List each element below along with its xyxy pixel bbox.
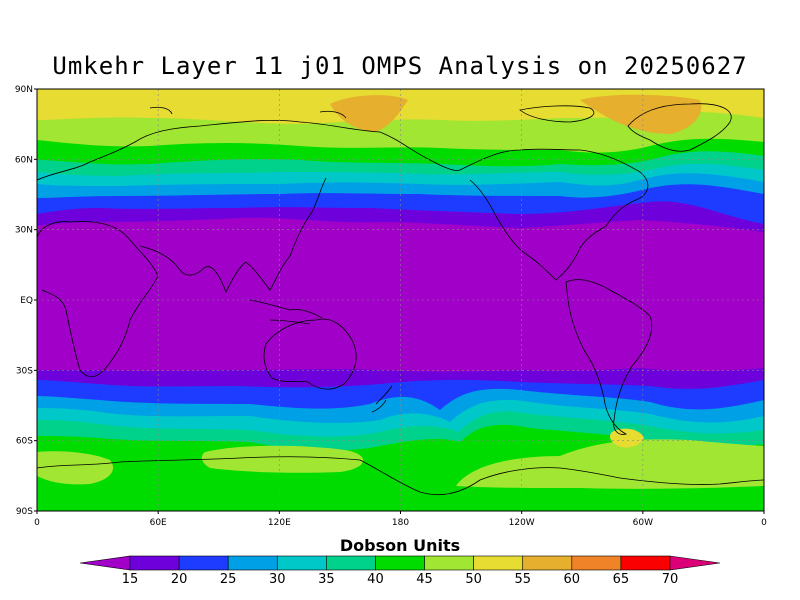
lon-tick-label: 180 <box>392 518 409 528</box>
band-sh-50-c <box>456 439 764 489</box>
lat-tick-label: EQ <box>20 296 33 306</box>
colorbar-min-triangle <box>79 555 131 571</box>
colorbar-segment <box>571 555 622 571</box>
colorbar-level-label: 15 <box>122 572 139 587</box>
lat-tick-label: 30S <box>16 366 33 376</box>
lat-tick-label: 60N <box>15 155 33 165</box>
colorbar-segment <box>326 555 376 571</box>
band-nh-60-a <box>330 95 408 132</box>
band-nh-60-b <box>580 94 702 134</box>
band-sh-50-a <box>37 451 114 485</box>
lat-tick-label: 90N <box>15 85 33 95</box>
colorbar-segment <box>620 555 671 571</box>
colorbar: 15 20 25 30 35 40 45 50 55 60 65 70 <box>79 555 721 587</box>
lon-tick-label: 0 <box>34 518 40 528</box>
band-sh-45 <box>37 424 764 511</box>
map-title: Umkehr Layer 11 j01 OMPS Analysis on 202… <box>52 52 748 80</box>
lon-tick-label: 120W <box>509 518 535 528</box>
colorbar-segment <box>473 555 524 571</box>
colorbar-segment <box>178 555 229 571</box>
coastlines <box>37 103 764 496</box>
colorbar-segment <box>522 555 573 571</box>
lat-tick-label: 90S <box>16 507 33 517</box>
colorbar-segment <box>424 555 474 571</box>
colorbar-level-label: 30 <box>269 572 286 587</box>
lon-tick-label: 60E <box>150 518 167 528</box>
colorbar-level-label: 25 <box>220 572 237 587</box>
colorbar-level-label: 60 <box>564 572 581 587</box>
lon-tick-label: 60W <box>633 518 653 528</box>
colorbar-level-label: 40 <box>367 572 384 587</box>
colorbar-max-triangle <box>669 555 721 571</box>
colorbar-segment <box>227 555 278 571</box>
colorbar-segment <box>375 555 425 571</box>
band-sh-50-b <box>201 445 364 473</box>
colorbar-level-label: 70 <box>662 572 679 587</box>
colorbar-level-label: 45 <box>416 572 433 587</box>
colorbar-level-label: 50 <box>465 572 482 587</box>
lon-axis: 0 60E 120E 180 120W 60W 0 <box>34 511 767 528</box>
colorbar-level-label: 35 <box>318 572 335 587</box>
lon-tick-label: 0 <box>761 518 767 528</box>
colorbar-title: Dobson Units <box>339 536 461 555</box>
colorbar-level-label: 65 <box>613 572 630 587</box>
colorbar-level-label: 20 <box>171 572 188 587</box>
colorbar-segment <box>276 555 327 571</box>
lat-tick-label: 60S <box>16 437 33 447</box>
colorbar-level-label: 55 <box>514 572 531 587</box>
colorbar-segment <box>129 555 180 571</box>
gridlines <box>37 89 764 511</box>
lat-axis: 90N 60N 30N EQ 30S 60S 90S <box>15 85 37 517</box>
lon-tick-label: 120E <box>268 518 291 528</box>
lat-tick-label: 30N <box>15 226 33 236</box>
